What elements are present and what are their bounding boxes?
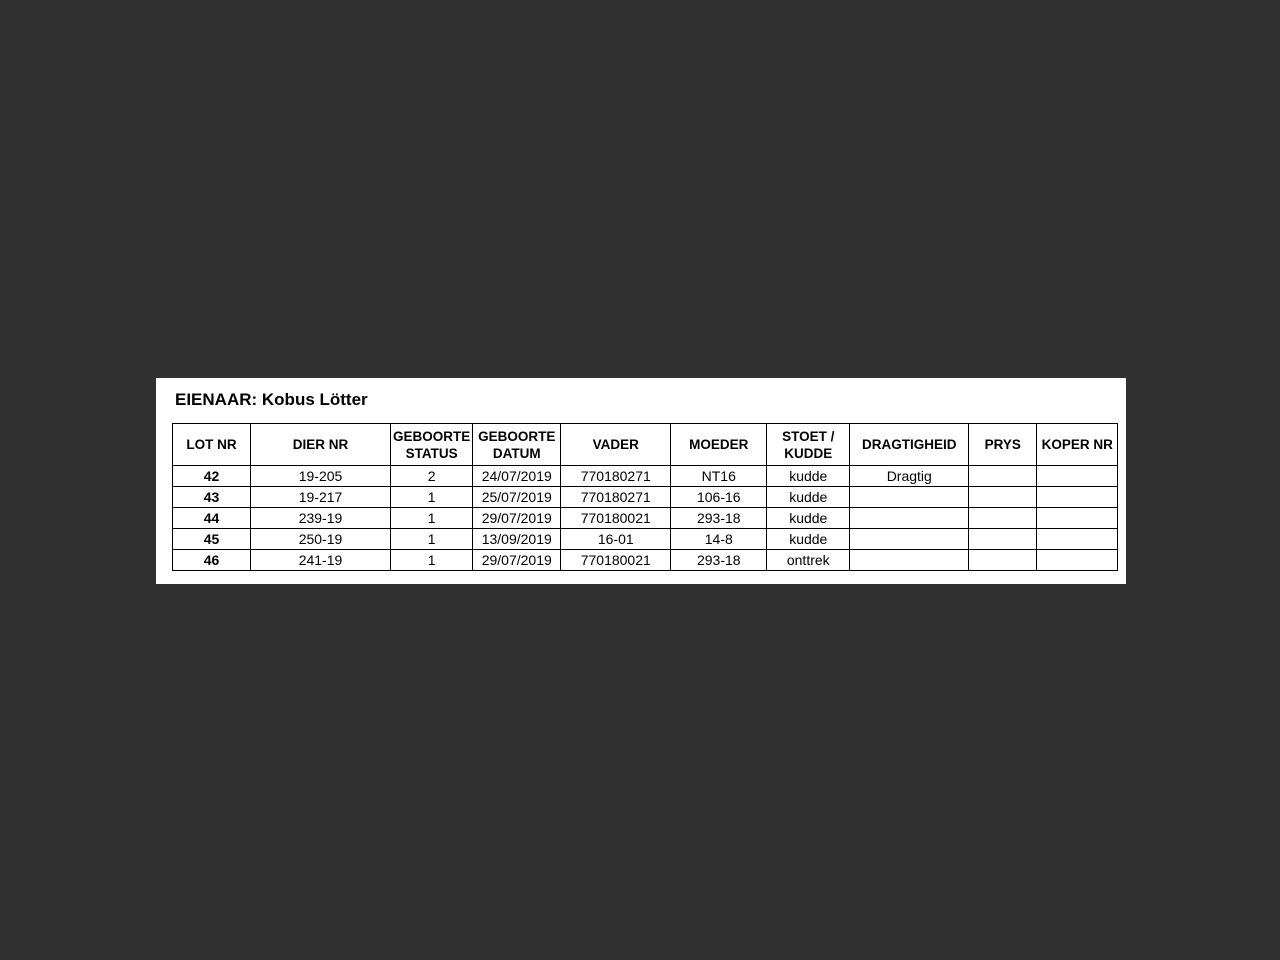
table-row: 46 241-19 1 29/07/2019 770180021 293-18 onttre… xyxy=(172,549,1119,571)
cell-geboorte_datum: 29/07/2019 xyxy=(472,549,562,571)
cell-vader: 770180271 xyxy=(560,486,672,508)
table-body: 42 19-205 2 24/07/2019 770180271 NT16 kudde Dra… xyxy=(172,465,1119,571)
cell-geboorte_datum: 25/07/2019 xyxy=(472,486,562,508)
cell-dragtigheid xyxy=(849,507,970,529)
cell-geboorte_status: 1 xyxy=(389,528,474,550)
cell-koper_nr xyxy=(1036,528,1119,550)
column-header-dier_nr: DIER NR xyxy=(250,423,391,466)
document-page: EIENAAR: Kobus Lötter LOT NR DIER NR GEBOO… xyxy=(156,378,1126,584)
column-header-stoet_kudde: STOET / KUDDE xyxy=(766,423,851,466)
cell-geboorte_datum: 29/07/2019 xyxy=(472,507,562,529)
table-row: 45 250-19 1 13/09/2019 16-01 14-8 kudde xyxy=(172,528,1119,550)
cell-moeder: 106-16 xyxy=(670,486,768,508)
cell-stoet_kudde: onttrek xyxy=(766,549,851,571)
cell-stoet_kudde: kudde xyxy=(766,507,851,529)
cell-koper_nr xyxy=(1036,549,1119,571)
cell-koper_nr xyxy=(1036,465,1119,487)
cell-vader: 770180021 xyxy=(560,549,672,571)
cell-prys xyxy=(968,507,1038,529)
cell-vader: 16-01 xyxy=(560,528,672,550)
table-row: 43 19-217 1 25/07/2019 770180271 106-16 kudde xyxy=(172,486,1119,508)
cell-dier_nr: 241-19 xyxy=(250,549,391,571)
cell-prys xyxy=(968,528,1038,550)
cell-geboorte_status: 1 xyxy=(389,486,474,508)
column-header-prys: PRYS xyxy=(968,423,1038,466)
column-header-geboorte_datum: GEBOORTE DATUM xyxy=(472,423,562,466)
cell-vader: 770180021 xyxy=(560,507,672,529)
cell-dier_nr: 250-19 xyxy=(250,528,391,550)
cell-lot_nr: 44 xyxy=(172,507,251,529)
cell-moeder: 14-8 xyxy=(670,528,768,550)
cell-geboorte_datum: 24/07/2019 xyxy=(472,465,562,487)
cell-moeder: 293-18 xyxy=(670,549,768,571)
cell-dier_nr: 19-217 xyxy=(250,486,391,508)
cell-koper_nr xyxy=(1036,486,1119,508)
cell-dragtigheid xyxy=(849,549,970,571)
column-header-dragtigheid: DRAGTIGHEID xyxy=(849,423,970,466)
cell-lot_nr: 42 xyxy=(172,465,251,487)
column-header-koper_nr: KOPER NR xyxy=(1036,423,1119,466)
cell-vader: 770180271 xyxy=(560,465,672,487)
cell-dragtigheid xyxy=(849,528,970,550)
cell-lot_nr: 43 xyxy=(172,486,251,508)
table-row: 42 19-205 2 24/07/2019 770180271 NT16 kudde Dra… xyxy=(172,465,1119,487)
cell-stoet_kudde: kudde xyxy=(766,486,851,508)
cell-dragtigheid: Dragtig xyxy=(849,465,970,487)
cell-geboorte_status: 1 xyxy=(389,507,474,529)
column-header-moeder: MOEDER xyxy=(670,423,768,466)
column-header-vader: VADER xyxy=(560,423,672,466)
column-header-geboorte_status: GEBOORTE STATUS xyxy=(389,423,474,466)
table-row: 44 239-19 1 29/07/2019 770180021 293-18 kudde xyxy=(172,507,1119,529)
column-header-lot_nr: LOT NR xyxy=(172,423,251,466)
livestock-table: LOT NR DIER NR GEBOORTE STATUS GEBOORTE DAT… xyxy=(172,423,1119,571)
cell-prys xyxy=(968,549,1038,571)
cell-geboorte_status: 2 xyxy=(389,465,474,487)
cell-moeder: 293-18 xyxy=(670,507,768,529)
cell-stoet_kudde: kudde xyxy=(766,465,851,487)
cell-geboorte_datum: 13/09/2019 xyxy=(472,528,562,550)
cell-dragtigheid xyxy=(849,486,970,508)
cell-prys xyxy=(968,486,1038,508)
cell-dier_nr: 19-205 xyxy=(250,465,391,487)
cell-dier_nr: 239-19 xyxy=(250,507,391,529)
cell-prys xyxy=(968,465,1038,487)
cell-lot_nr: 46 xyxy=(172,549,251,571)
cell-stoet_kudde: kudde xyxy=(766,528,851,550)
cell-lot_nr: 45 xyxy=(172,528,251,550)
table-header-row: LOT NR DIER NR GEBOORTE STATUS GEBOORTE DAT… xyxy=(172,423,1119,466)
owner-title: EIENAAR: Kobus Lötter xyxy=(175,390,368,409)
cell-geboorte_status: 1 xyxy=(389,549,474,571)
cell-koper_nr xyxy=(1036,507,1119,529)
cell-moeder: NT16 xyxy=(670,465,768,487)
